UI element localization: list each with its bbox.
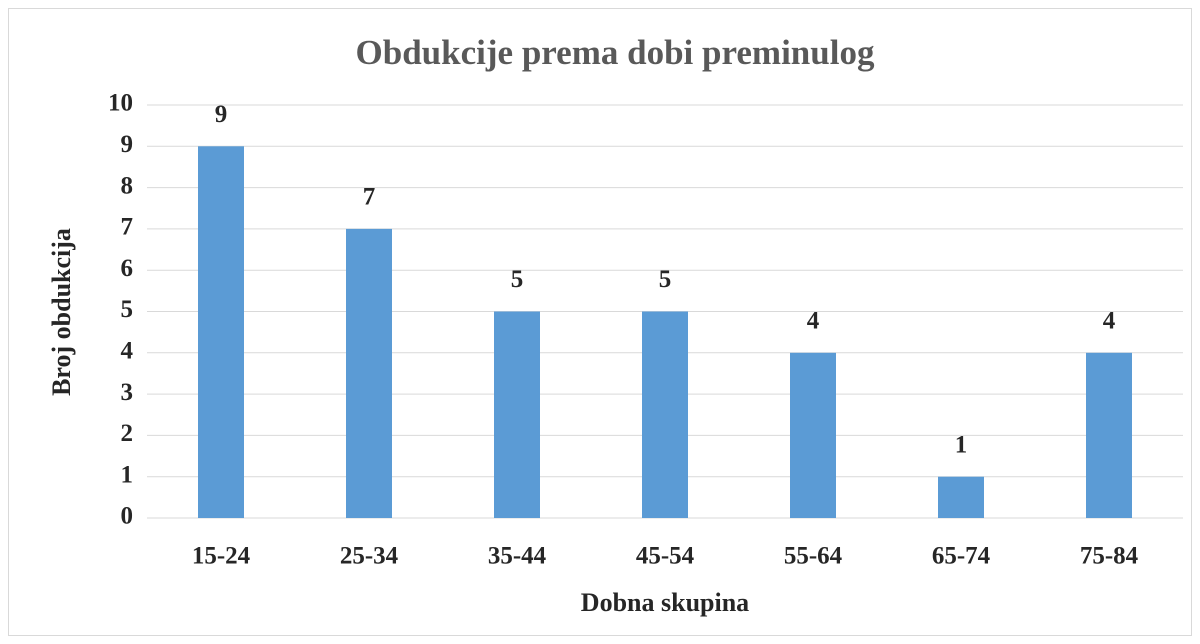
x-tick-label: 35-44 (488, 543, 547, 570)
data-label: 9 (215, 101, 228, 128)
x-tick-label: 65-74 (932, 543, 991, 570)
y-tick-label: 0 (121, 503, 134, 530)
x-tick-label: 75-84 (1080, 543, 1139, 570)
y-tick-label: 10 (108, 90, 133, 117)
y-tick-label: 9 (121, 131, 134, 158)
bar (198, 146, 244, 519)
bar (494, 311, 540, 518)
y-tick-label: 2 (121, 420, 134, 447)
y-tick-label: 6 (121, 255, 134, 282)
data-label: 5 (659, 266, 672, 293)
data-label: 7 (363, 184, 376, 211)
chart-title: Obdukcije prema dobi preminulog (356, 33, 875, 72)
x-tick-label: 15-24 (192, 543, 251, 570)
x-tick-label: 25-34 (340, 543, 399, 570)
x-tick-label: 55-64 (784, 543, 843, 570)
y-tick-label: 5 (121, 296, 134, 323)
bar (790, 352, 836, 518)
data-label: 4 (1103, 308, 1116, 335)
bar (346, 228, 392, 518)
y-axis-title: Broj obdukcija (47, 228, 76, 396)
data-label: 5 (511, 266, 524, 293)
data-label: 4 (807, 308, 820, 335)
chart-border (8, 8, 1192, 636)
y-tick-label: 4 (121, 338, 134, 365)
x-axis-title: Dobna skupina (581, 588, 749, 617)
bar (642, 311, 688, 518)
y-tick-label: 8 (121, 172, 134, 199)
x-tick-label: 45-54 (636, 543, 695, 570)
bar (938, 476, 984, 518)
data-label: 1 (955, 431, 968, 458)
y-tick-label: 1 (121, 461, 134, 488)
y-tick-label: 3 (121, 379, 134, 406)
bar (1086, 352, 1132, 518)
y-tick-label: 7 (121, 214, 134, 241)
